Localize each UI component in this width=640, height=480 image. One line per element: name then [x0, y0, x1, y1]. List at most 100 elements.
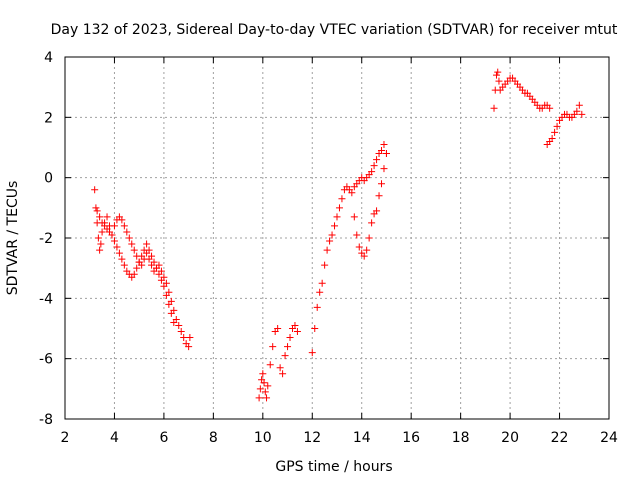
data-point	[378, 180, 385, 187]
y-tick-label: -6	[39, 352, 53, 368]
x-tick-label: 10	[254, 430, 272, 446]
y-tick-label: -8	[39, 412, 53, 428]
series-pass-5	[351, 150, 390, 260]
data-point	[131, 247, 138, 254]
series-pass-2	[94, 207, 178, 326]
data-point	[186, 334, 193, 341]
data-point	[123, 228, 130, 235]
y-tick-label: -2	[39, 231, 53, 247]
data-point	[121, 222, 128, 229]
data-point	[578, 111, 585, 118]
data-point	[259, 370, 266, 377]
data-point	[334, 213, 341, 220]
data-point	[94, 207, 101, 214]
data-point	[321, 262, 328, 269]
sdtvar-chart: Day 132 of 2023, Sidereal Day-to-day VTE…	[0, 0, 640, 480]
data-point	[331, 222, 338, 229]
x-tick-label: 4	[110, 430, 119, 446]
data-point	[494, 69, 501, 76]
x-tick-label: 16	[402, 430, 420, 446]
data-marks	[91, 69, 585, 402]
x-tick-label: 12	[303, 430, 321, 446]
data-point	[111, 238, 118, 245]
data-point	[96, 247, 103, 254]
grid	[65, 57, 609, 419]
data-point	[380, 165, 387, 172]
x-tick-label: 14	[353, 430, 371, 446]
x-tick-label: 2	[61, 430, 70, 446]
data-point	[336, 204, 343, 211]
data-point	[269, 343, 276, 350]
data-point	[116, 250, 123, 257]
data-point	[338, 195, 345, 202]
data-point	[267, 361, 274, 368]
series-pass-4	[309, 141, 390, 356]
x-tick-label: 24	[600, 430, 618, 446]
data-point	[113, 244, 120, 251]
data-point	[175, 322, 182, 329]
x-tick-label: 6	[159, 430, 168, 446]
series-pass-1	[91, 186, 193, 350]
data-point	[277, 364, 284, 371]
data-point	[371, 162, 378, 169]
data-point	[97, 241, 104, 248]
data-point	[495, 78, 502, 85]
data-point	[118, 256, 125, 263]
y-tick-label: -4	[39, 291, 53, 307]
data-point	[309, 349, 316, 356]
data-point	[133, 265, 140, 272]
data-point	[373, 156, 380, 163]
data-point	[324, 247, 331, 254]
data-point	[126, 235, 133, 242]
data-point	[282, 352, 289, 359]
y-tick-label: 0	[44, 171, 53, 187]
data-point	[551, 129, 558, 136]
data-point	[294, 328, 301, 335]
data-point	[353, 231, 360, 238]
y-tick-label: 2	[44, 110, 53, 126]
data-point	[257, 385, 264, 392]
data-point	[368, 219, 375, 226]
data-point	[316, 289, 323, 296]
data-point	[314, 304, 321, 311]
series-pass-6	[491, 69, 554, 112]
x-tick-label: 18	[452, 430, 470, 446]
data-point	[287, 334, 294, 341]
data-point	[366, 235, 373, 242]
data-point	[491, 105, 498, 112]
data-point	[96, 213, 103, 220]
data-point	[329, 231, 336, 238]
data-point	[356, 244, 363, 251]
data-point	[284, 343, 291, 350]
data-point	[363, 247, 370, 254]
x-tick-label: 22	[551, 430, 569, 446]
data-point	[180, 334, 187, 341]
data-point	[383, 150, 390, 157]
data-point	[95, 235, 102, 242]
data-point	[493, 72, 500, 79]
data-point	[262, 388, 269, 395]
data-point	[376, 192, 383, 199]
data-point	[91, 186, 98, 193]
data-point	[380, 141, 387, 148]
y-tick-label: 4	[44, 50, 53, 66]
data-point	[92, 204, 99, 211]
data-point	[264, 382, 271, 389]
data-point	[263, 394, 270, 401]
data-point	[576, 102, 583, 109]
data-point	[319, 280, 326, 287]
data-point	[143, 241, 150, 248]
data-point	[279, 370, 286, 377]
data-point	[256, 394, 263, 401]
data-point	[128, 241, 135, 248]
data-point	[99, 228, 106, 235]
y-axis-label: SDTVAR / TECUs	[5, 181, 21, 296]
data-point	[121, 262, 128, 269]
data-point	[311, 325, 318, 332]
chart-title: Day 132 of 2023, Sidereal Day-to-day VTE…	[51, 22, 618, 38]
data-point	[351, 213, 358, 220]
data-point	[326, 238, 333, 245]
data-point	[178, 328, 185, 335]
tick-labels: 2 4 6 8 10 12 14 16 18 20 22 24-8-6-4-2024	[39, 50, 618, 446]
x-tick-label: 8	[209, 430, 218, 446]
